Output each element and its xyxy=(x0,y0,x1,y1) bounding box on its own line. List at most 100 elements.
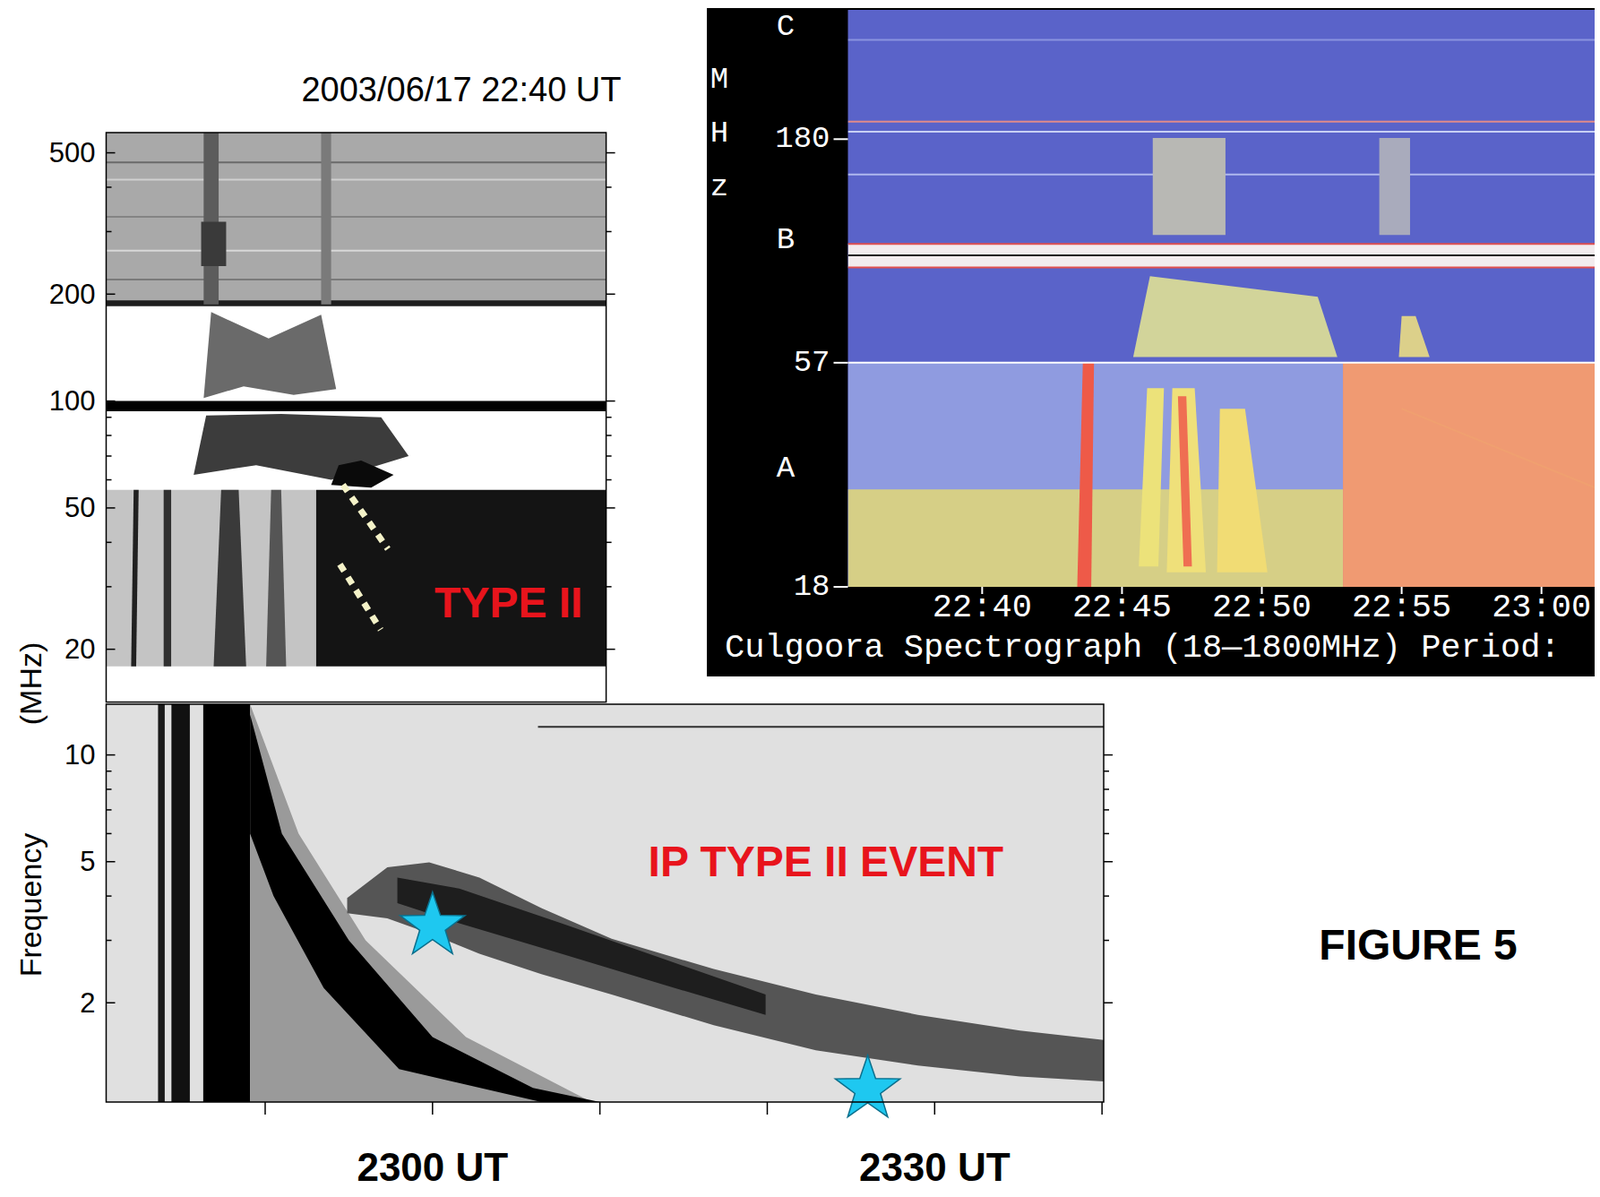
y-tick-right xyxy=(606,507,616,509)
panel: 185718022:4022:4522:5022:5523:00MHzCulgo… xyxy=(706,8,1595,677)
y-tick-right xyxy=(606,186,612,189)
y-tick-right xyxy=(606,434,612,437)
spectral-region xyxy=(347,861,1104,1082)
y-tick-right xyxy=(606,231,612,233)
y-tick xyxy=(834,361,849,364)
x-tick-label: 2300 UT xyxy=(356,1144,508,1189)
spectral-region xyxy=(106,401,607,412)
y-axis-unit: (MHz) xyxy=(13,642,48,726)
spectral-region xyxy=(106,490,317,667)
band-label: A xyxy=(776,451,796,486)
spectral-region xyxy=(848,489,1344,587)
x-tick-label: 23:00 xyxy=(1491,588,1592,627)
y-tick-right xyxy=(606,479,612,482)
y-tick-right xyxy=(606,416,612,419)
marker-layer xyxy=(400,892,901,1118)
y-tick xyxy=(106,808,112,811)
x-tick-label: 22:50 xyxy=(1212,588,1312,627)
y-tick xyxy=(106,1001,116,1004)
y-tick xyxy=(834,585,849,588)
y-tick xyxy=(106,293,116,296)
spectral-line xyxy=(538,725,1104,728)
spectral-line xyxy=(1402,408,1595,488)
spectral-region xyxy=(848,362,1344,587)
y-tick xyxy=(106,939,112,942)
spectral-region xyxy=(163,490,172,667)
y-axis-unit: MHz xyxy=(710,62,729,205)
y-tick xyxy=(106,833,112,835)
y-tick xyxy=(106,894,112,897)
y-tick xyxy=(106,400,116,403)
spectral-region xyxy=(213,490,246,667)
spectral-region xyxy=(1217,408,1268,573)
y-tick xyxy=(106,585,112,588)
annotation: IP TYPE II EVENT xyxy=(648,837,1005,886)
spectral-line xyxy=(848,266,1596,269)
figure: 20501002005002003/06/17 22:40 UTTYPE II1… xyxy=(0,0,1600,1197)
y-tick xyxy=(106,152,116,155)
x-tick xyxy=(599,1101,602,1115)
y-tick-right xyxy=(606,541,612,544)
spectral-region xyxy=(1178,395,1193,567)
annotation: TYPE II xyxy=(434,578,583,627)
y-tick xyxy=(106,455,112,457)
spectral-region xyxy=(1342,362,1595,587)
y-tick xyxy=(106,434,112,437)
spectral-region xyxy=(130,490,138,667)
y-tick-right xyxy=(1103,860,1113,863)
y-tick xyxy=(106,507,116,509)
y-tick-label: 100 xyxy=(49,385,96,417)
spectral-region xyxy=(203,132,219,305)
spectral-region xyxy=(203,704,250,1102)
instrument-caption: Culgoora Spectrograph (18—1800MHz) Perio… xyxy=(724,628,1561,667)
y-tick-label: 50 xyxy=(64,491,95,524)
y-tick xyxy=(106,770,112,773)
star-marker xyxy=(400,892,465,955)
x-tick-label: 22:55 xyxy=(1351,588,1452,627)
y-tick-right xyxy=(606,293,616,296)
spectral-line xyxy=(848,38,1596,41)
y-tick-right xyxy=(1103,939,1110,942)
y-axis-unit-letter: M xyxy=(710,62,729,97)
y-tick-right xyxy=(606,152,616,155)
plot-background xyxy=(106,704,1105,1102)
y-tick-right xyxy=(606,648,616,651)
figure-root: 20501002005002003/06/17 22:40 UTTYPE II1… xyxy=(0,0,1600,1197)
spectral-region xyxy=(157,704,164,1102)
spectral-region xyxy=(203,311,336,398)
spectral-region xyxy=(1166,387,1206,572)
y-tick xyxy=(106,231,112,233)
panel-background xyxy=(706,8,1595,677)
spectral-region xyxy=(320,132,331,305)
y-tick xyxy=(106,754,116,757)
data-layer xyxy=(157,704,1104,1102)
spectral-line xyxy=(106,179,607,181)
y-tick-right xyxy=(1103,894,1110,897)
spectral-region xyxy=(106,300,607,306)
y-tick-label: 2 xyxy=(79,987,95,1019)
y-tick-label: 18 xyxy=(793,569,831,604)
y-tick-right xyxy=(1103,754,1113,757)
spectral-line xyxy=(848,242,1596,245)
spectral-region xyxy=(1138,387,1164,567)
spectral-region xyxy=(266,490,286,667)
y-axis-unit-letter: z xyxy=(710,170,729,205)
band-label: C xyxy=(776,9,795,44)
y-tick xyxy=(106,648,116,651)
y-tick xyxy=(106,860,116,863)
spectral-region xyxy=(848,243,1596,267)
plot-frame xyxy=(106,132,607,703)
y-tick xyxy=(834,137,849,140)
spectral-line xyxy=(106,161,607,164)
spectral-region xyxy=(1379,137,1411,235)
y-tick-right xyxy=(606,585,612,588)
y-tick-right xyxy=(606,455,612,457)
spectral-region xyxy=(1133,275,1338,357)
data-layer xyxy=(848,39,1596,587)
spectral-line xyxy=(106,278,607,281)
spectral-region xyxy=(316,490,607,667)
x-tick-label: 2330 UT xyxy=(859,1144,1011,1189)
y-tick-label: 57 xyxy=(793,345,831,380)
spectral-region xyxy=(106,132,607,305)
spectral-line xyxy=(848,254,1596,257)
